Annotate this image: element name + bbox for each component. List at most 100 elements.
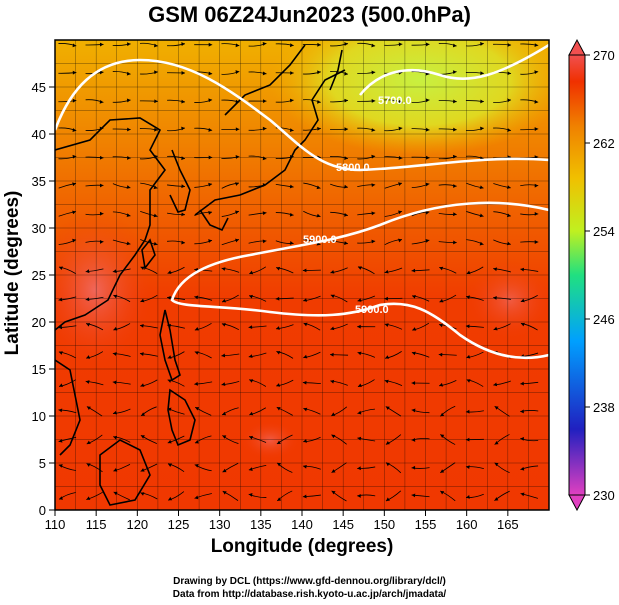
streamline-arrowhead [208, 210, 213, 215]
streamline-arrowhead [289, 128, 294, 133]
streamline-arrowhead [344, 71, 348, 76]
x-tick-label: 135 [250, 517, 272, 532]
streamline-arrowhead [506, 213, 511, 218]
streamline-arrowhead [249, 379, 254, 383]
streamline-arrowhead [439, 266, 444, 271]
streamline-arrowhead [72, 70, 77, 75]
streamline-arrowhead [317, 126, 321, 131]
streamline-arrowhead [249, 294, 253, 299]
streamline-arrowhead [534, 70, 539, 75]
x-tick-label: 110 [45, 517, 66, 532]
streamline-arrowhead [140, 468, 145, 472]
streamline-arrowhead [507, 128, 511, 132]
streamline-arrowhead [113, 468, 118, 472]
streamline-arrowhead [290, 43, 294, 48]
streamline-arrowhead [249, 411, 254, 416]
streamline-arrowhead [262, 126, 267, 131]
streamline-arrowhead [466, 270, 471, 275]
streamline-arrowhead [235, 238, 239, 243]
streamline-arrowhead [493, 267, 498, 272]
x-tick-label: 155 [415, 517, 437, 532]
colorbar-body [568, 54, 586, 496]
coast-visayas [167, 388, 196, 447]
streamline-arrowhead [411, 351, 416, 356]
streamline-arrowhead [465, 465, 470, 470]
streamline-arrowhead [140, 492, 145, 496]
streamline-arrowhead [86, 355, 91, 359]
streamline-arrowhead [520, 492, 525, 497]
streamline-arrowhead [411, 294, 416, 299]
streamline-arrowhead [72, 210, 77, 215]
y-tick-label: 40 [32, 127, 46, 142]
streamline-arrowhead [330, 379, 335, 384]
streamline-arrowhead [262, 211, 267, 216]
streamline-arrowhead [493, 382, 498, 387]
streamline-arrowhead [85, 297, 90, 302]
streamline-arrowhead [248, 354, 253, 358]
streamline-arrowhead [99, 99, 104, 104]
streamline-arrowhead [452, 70, 457, 75]
streamline-arrowhead [127, 156, 131, 160]
coast-borneo [99, 439, 151, 506]
streamline-arrowhead [126, 213, 131, 218]
streamline-arrowhead [262, 239, 267, 244]
y-tick-label: 45 [32, 80, 46, 95]
streamline-arrowhead [58, 408, 63, 413]
streamline-arrowhead [167, 439, 172, 444]
streamline-arrowhead [99, 183, 104, 188]
streamline-arrowhead [141, 412, 146, 416]
streamline-arrowhead [208, 42, 213, 47]
coastlines [55, 44, 346, 506]
streamline-arrowhead [480, 71, 484, 76]
streamline-arrowhead [494, 440, 499, 445]
chart-title: GSM 06Z24Jun2023 (500.0hPa) [148, 2, 471, 27]
warm-anomaly-west [55, 210, 155, 370]
streamline-arrowhead [222, 468, 227, 473]
streamline-arrowhead [371, 43, 376, 48]
streamline-arrowhead [249, 435, 253, 440]
streamline-arrowhead [276, 351, 281, 355]
streamline-arrowhead [262, 71, 267, 76]
streamline-arrowhead [411, 493, 416, 498]
streamline-arrowhead [276, 440, 281, 444]
streamline-arrowhead [154, 43, 158, 48]
y-tick-label: 30 [32, 221, 46, 236]
streamline-arrowhead [303, 354, 308, 359]
streamline-arrowhead [357, 383, 362, 388]
streamline-arrowhead [85, 380, 90, 384]
streamline-arrowhead [440, 412, 445, 417]
streamline-arrowhead [494, 497, 499, 501]
streamline-arrowhead [99, 42, 104, 47]
streamline-arrowhead [479, 241, 484, 246]
streamline-arrowhead [452, 154, 457, 159]
colorbar-tick-label: 254 [593, 224, 615, 239]
streamline-arrowhead [453, 240, 457, 245]
streamline-arrowhead [126, 241, 131, 246]
streamline-arrowhead [480, 126, 484, 131]
streamline-arrowhead [398, 126, 403, 131]
streamline-arrowhead [302, 268, 307, 273]
streamline-arrowhead [302, 380, 307, 385]
streamline-arrowhead [480, 99, 484, 104]
streamline-arrowhead [344, 184, 348, 189]
streamline-arrowhead [263, 99, 267, 104]
streamline-arrowhead [520, 409, 524, 414]
streamline-arrowhead [493, 296, 497, 300]
coast-sakhalin [329, 49, 343, 91]
coast-japan [194, 69, 346, 216]
streamline-arrowhead [520, 298, 525, 303]
streamline-arrowhead [303, 322, 308, 327]
streamline-arrowhead [438, 352, 443, 357]
x-tick-label: 140 [291, 517, 313, 532]
streamline-arrowhead [330, 269, 335, 274]
streamline-arrowhead [153, 213, 158, 218]
streamline-arrowhead [398, 182, 403, 186]
streamline-arrowhead [371, 183, 376, 188]
streamline-arrowhead [208, 71, 213, 76]
streamline-arrowhead [181, 126, 185, 131]
streamline-arrowhead [534, 183, 539, 188]
streamline-arrowhead [248, 467, 253, 471]
streamline-arrowhead [371, 70, 376, 75]
streamline-arrowhead [181, 71, 186, 75]
